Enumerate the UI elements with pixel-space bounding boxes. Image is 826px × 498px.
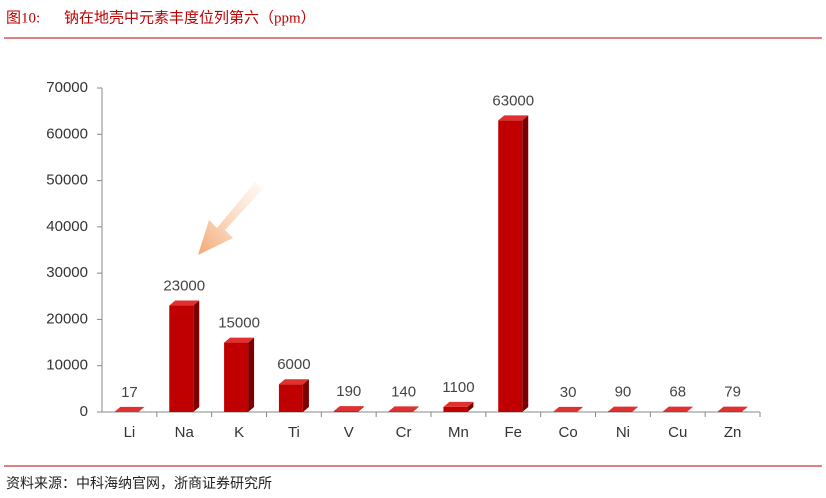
plot: 0 10000 20000 30000 40000 50000 60000 70000 Li 17… [46, 79, 761, 441]
bar-top [388, 406, 419, 412]
bar-top [114, 406, 145, 412]
bar [333, 411, 358, 412]
value-label: 63000 [492, 92, 534, 109]
x-tick-label: Zn [724, 424, 742, 441]
bar-side [248, 337, 255, 412]
bar-top [607, 406, 638, 412]
value-label: 68 [669, 384, 686, 401]
bar-side [741, 406, 748, 412]
chart-title: 钠在地壳中元素丰度位列第六（ppm） [64, 8, 316, 26]
x-tick-label: Ni [616, 424, 630, 441]
value-label: 1100 [442, 379, 474, 396]
bar [224, 342, 249, 412]
y-tick-label: 70000 [46, 79, 88, 96]
x-tick-label: Ti [288, 424, 300, 441]
bar [388, 411, 413, 412]
x-tick-label: Cr [396, 424, 412, 441]
x-tick-label: Na [175, 424, 195, 441]
bar-side [577, 406, 584, 412]
bar-top [224, 337, 255, 343]
value-label: 30 [560, 384, 577, 401]
y-tick-label: 20000 [46, 310, 88, 327]
bar-side [686, 406, 693, 412]
value-label: 140 [391, 383, 416, 400]
x-tick-label: Cu [668, 424, 687, 441]
value-label: 23000 [163, 278, 205, 295]
bar [169, 305, 194, 412]
bar-side [302, 379, 309, 412]
value-label: 190 [336, 383, 361, 400]
bar-side [412, 406, 419, 412]
bar-side [138, 406, 145, 412]
x-tick-label: Li [124, 424, 136, 441]
x-tick-label: Mn [448, 424, 469, 441]
bar [278, 384, 303, 412]
value-label: 15000 [218, 315, 260, 332]
bar-top [169, 300, 200, 306]
bar-top [662, 406, 693, 412]
y-tick-label: 30000 [46, 264, 88, 281]
bar-top [333, 406, 364, 412]
bar-side [357, 406, 364, 412]
x-tick-label: K [234, 424, 244, 441]
x-tick-label: V [344, 424, 354, 441]
bar-top [498, 115, 529, 121]
bar [498, 120, 523, 413]
source: 资料来源：中科海纳官网，浙商证券研究所 [6, 476, 272, 492]
value-label: 90 [615, 384, 632, 401]
value-label: 6000 [277, 356, 310, 373]
bar-top [717, 406, 748, 412]
y-tick-label: 40000 [46, 218, 88, 235]
bar-top [553, 406, 584, 412]
y-tick-label: 50000 [46, 172, 88, 189]
x-tick-label: Co [558, 424, 577, 441]
x-tick-label: Fe [504, 424, 522, 441]
bar-side [631, 406, 638, 412]
value-label: 79 [724, 384, 741, 401]
bar-side [467, 401, 474, 412]
y-tick-label: 60000 [46, 125, 88, 142]
bar-side [193, 300, 200, 412]
bar-top [443, 401, 474, 407]
arrow [198, 182, 262, 255]
value-label: 17 [121, 384, 138, 401]
bar-top [278, 379, 309, 385]
bar [443, 406, 468, 412]
y-tick-label: 0 [80, 403, 88, 420]
figure-label: 图10: [6, 9, 40, 26]
y-tick-label: 10000 [46, 357, 88, 374]
bar-side [522, 115, 529, 413]
